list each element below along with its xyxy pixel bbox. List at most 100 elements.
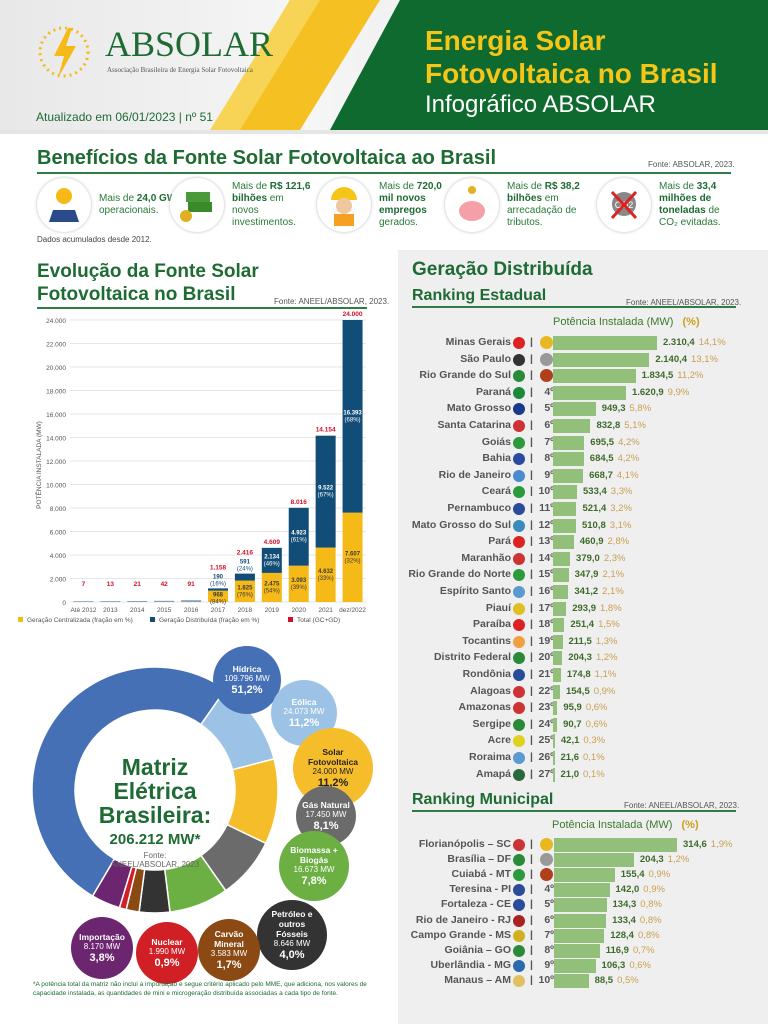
x-tick-label: dez/2022: [339, 607, 366, 614]
ranking-name: Rondônia: [462, 668, 511, 680]
flag-icon: [513, 436, 525, 449]
value-mw: 128,4: [610, 929, 634, 941]
x-tick-label: 2014: [130, 607, 145, 614]
ranking-position: 15º: [538, 568, 554, 581]
ranking-row: Bahia | 8º 684,5 4,2%: [398, 451, 768, 467]
bar-total: [181, 600, 202, 602]
source-name: Carvão Mineral: [214, 928, 244, 949]
ranking-name: Uberlândia - MG: [430, 958, 511, 971]
benefit-text: Mais de R$ 38,2 bilhões em arrecadação d…: [507, 181, 587, 229]
x-tick-label: 2013: [103, 607, 118, 614]
ranking-row: Florianópolis – SC | 314,6 1,9%: [398, 837, 768, 853]
gd-title: Geração Distribuída: [412, 259, 593, 280]
ranking-position: 6º: [544, 419, 554, 431]
value-mw: 2.140,4: [655, 353, 688, 365]
value-pct: 0,7%: [632, 944, 655, 956]
ranking-name: Bahia: [482, 452, 511, 465]
flag-icon: [513, 768, 525, 781]
ranking-row: Mato Grosso | 5º 949,3 5,8%: [398, 401, 768, 417]
bar-total: [127, 601, 148, 602]
ranking-value: 106,3 0,6%: [602, 960, 651, 971]
benefit-post: gerados.: [379, 217, 418, 228]
ranking-name: Rio Grande do Norte: [408, 568, 511, 581]
ranking-row: Uberlândia - MG | 9º 106,3 0,6%: [398, 958, 768, 974]
benefit-text: Mais de 33,4 milhões de toneladas de CO₂…: [659, 181, 739, 229]
separator: |: [530, 701, 533, 714]
ranking-value: 128,4 0,8%: [610, 930, 659, 941]
flag-icon: [513, 735, 525, 748]
ranking-bar: [553, 468, 584, 483]
value-pct: 0,6%: [585, 702, 608, 714]
separator: |: [530, 853, 533, 866]
flag-icon: [513, 602, 525, 615]
source-name: Solar Fotovoltaica: [307, 746, 359, 767]
ranking-value: 204,3 1,2%: [640, 854, 689, 865]
value-mw: 460,9: [579, 536, 604, 548]
value-mw: 142,0: [615, 884, 640, 896]
source-name: Biomassa + Biogás: [290, 844, 338, 865]
bar-value-label: 591 (24%): [237, 560, 253, 573]
value-pct: 5,1%: [624, 420, 646, 431]
ranking-bar: [553, 684, 560, 699]
value-mw: 116,9: [605, 944, 629, 956]
source-pct: 11,2%: [288, 716, 320, 729]
matrix-center-label: Matriz Elétrica Brasileira: 206.212 MW* …: [70, 755, 240, 869]
benefit-bold: 720,0 mil novos empregos: [379, 181, 442, 216]
flag-icon: [513, 469, 525, 482]
source-pct: 0,9%: [154, 956, 180, 969]
ranking-bar: [554, 838, 677, 852]
value-mw: 293,9: [572, 602, 596, 614]
separator: |: [530, 958, 533, 971]
ranking-value: 95,9 0,6%: [563, 702, 607, 713]
separator: |: [530, 618, 533, 631]
ranking-position: 13º: [538, 535, 554, 548]
ranking-row: Paraíba | 18º 251,4 1,5%: [398, 617, 768, 633]
ranking-bar: [553, 585, 569, 599]
ranking-bar: [553, 502, 577, 516]
y-tick-label: 14.000: [46, 436, 66, 443]
y-tick-label: 4.000: [50, 553, 67, 560]
source-mw: 16.673 MW: [293, 864, 335, 874]
ranking-row: Santa Catarina | 6º 832,8 5,1%: [398, 418, 768, 434]
separator: |: [530, 751, 533, 763]
separator: |: [530, 634, 533, 647]
ranking-bar: [553, 751, 555, 765]
separator: |: [530, 601, 533, 614]
matrix-title-1: Matriz: [121, 754, 189, 780]
ranking-row: Manaus – AM | 10º 88,5 0,5%: [398, 973, 768, 989]
ranking-position: 12º: [538, 518, 554, 531]
header-mw: Potência Instalada (MW): [553, 316, 674, 328]
ranking-bar: [553, 551, 571, 566]
legend-swatch: [150, 617, 155, 622]
value-mw: 684,5: [589, 453, 614, 465]
municipal-ranking-title: Ranking Municipal: [412, 791, 554, 808]
ranking-name: Paraíba: [473, 618, 511, 631]
bar-value-label: 4.923 (61%): [291, 531, 307, 544]
ranking-name: Cuiabá - MT: [451, 868, 512, 881]
header-pct: (%): [681, 819, 699, 831]
x-tick-label: 2015: [157, 607, 172, 614]
value-pct: 0,8%: [637, 929, 660, 941]
benefit-text: Mais de R$ 121,6 bilhões em novos invest…: [232, 181, 312, 229]
separator: |: [530, 767, 533, 780]
ranking-value: 668,7 4,1%: [589, 470, 638, 481]
source-mw: 1.990 MW: [148, 946, 186, 956]
ranking-bar: [553, 402, 596, 417]
flag-icon: [513, 619, 525, 632]
piggy-bank-icon: [445, 178, 499, 232]
separator: |: [530, 502, 533, 514]
flag-icon: [513, 914, 525, 927]
benefit-pre: Mais de: [659, 181, 695, 192]
value-mw: 1.834,5: [641, 370, 674, 382]
ranking-name: Rio de Janeiro - RJ: [415, 913, 511, 926]
value-mw: 21,0: [560, 768, 580, 780]
ranking-row: Sergipe | 24º 90,7 0,6%: [398, 717, 768, 733]
flag-icon: [513, 420, 525, 432]
y-tick-label: 20.000: [46, 365, 66, 372]
ranking-value: 21,6 0,1%: [561, 752, 605, 763]
source-name: Nuclear: [151, 936, 183, 947]
bar-distributed: [261, 547, 282, 573]
flag-icon: [513, 486, 525, 499]
total-label: 13: [107, 581, 115, 588]
ranking-position: 9º: [544, 468, 554, 481]
